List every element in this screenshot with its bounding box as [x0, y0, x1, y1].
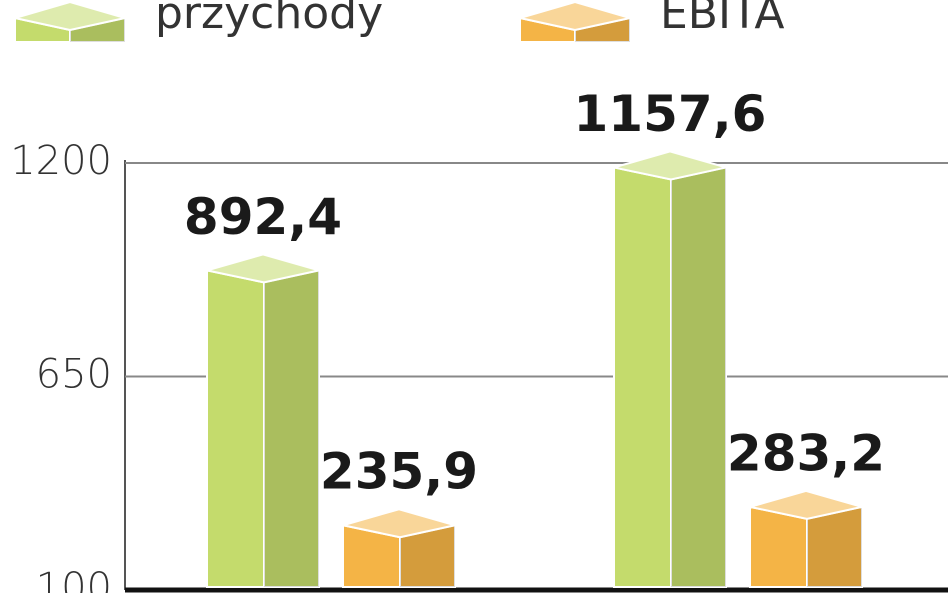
bar-top — [613, 150, 727, 181]
bar-side-shade — [70, 18, 125, 42]
bar-top — [206, 253, 320, 284]
bar-top-light — [15, 2, 125, 30]
bar — [206, 253, 320, 588]
bar-front — [206, 269, 265, 588]
bar-top — [519, 0, 631, 32]
bar — [749, 489, 863, 588]
legend-label: przychody — [155, 0, 383, 39]
bar-side-shade — [264, 270, 319, 587]
bar-top-light — [520, 2, 630, 30]
bar-side-shade — [575, 18, 630, 42]
y-tick-label: 1200 — [10, 138, 112, 184]
bar-top — [14, 0, 126, 32]
value-label: 235,9 — [320, 443, 478, 501]
bar-side-shade — [400, 525, 455, 587]
bar-top — [749, 489, 863, 520]
value-label: 283,2 — [727, 424, 885, 482]
bar-front — [613, 166, 672, 588]
value-label: 1157,6 — [574, 85, 767, 143]
bar-front — [749, 505, 808, 588]
bar-top-light — [614, 151, 726, 180]
bar-side-shade — [671, 167, 726, 587]
y-tick-label: 650 — [36, 352, 112, 398]
bar — [342, 508, 456, 588]
bar-top — [342, 508, 456, 539]
legend-item — [14, 0, 126, 43]
bar — [613, 150, 727, 588]
legend-item — [519, 0, 631, 43]
bar-top-light — [750, 490, 862, 519]
legend-label: EBITA — [660, 0, 785, 39]
bar-side-shade — [807, 506, 862, 587]
bar-top-light — [343, 509, 455, 538]
y-tick-label: 100 — [36, 565, 112, 593]
value-label: 892,4 — [184, 188, 342, 246]
bar-top-light — [207, 254, 319, 283]
